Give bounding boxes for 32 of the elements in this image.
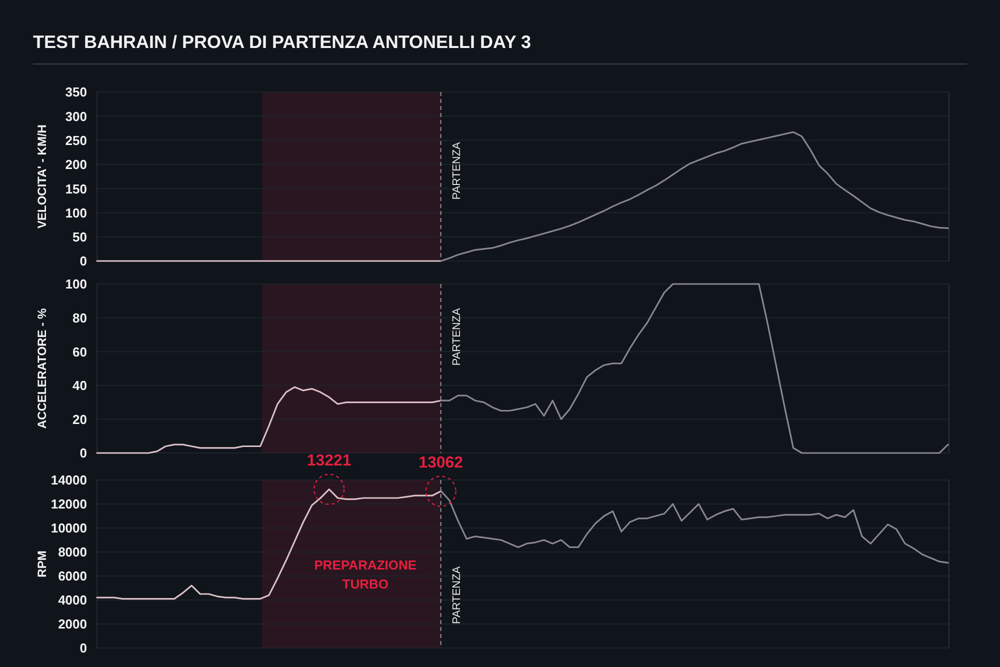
data-label: 13221 <box>306 452 352 470</box>
y-tick-label: 350 <box>65 84 87 100</box>
y-axis-title: ACCELERATORE - % <box>35 308 49 429</box>
y-axis-title: RPM <box>35 550 49 578</box>
y-tick-label: 100 <box>65 205 87 220</box>
y-tick-label: 250 <box>65 132 87 148</box>
y-tick-label: 0 <box>80 446 87 461</box>
annotation: PARTENZA <box>450 566 463 624</box>
y-tick-label: 0 <box>80 254 87 269</box>
chart-title: TEST BAHRAIN / PROVA DI PARTENZA ANTONELLI DAY 3 <box>33 32 532 52</box>
y-tick-label: 6000 <box>58 568 87 584</box>
y-tick-label: 80 <box>72 310 87 326</box>
y-tick-label: 12000 <box>50 496 87 512</box>
y-tick-label: 50 <box>72 230 87 245</box>
y-tick-label: 0 <box>80 640 87 656</box>
y-tick-label: 200 <box>65 157 87 172</box>
y-tick-label: 40 <box>72 378 87 394</box>
y-tick-label: 8000 <box>58 544 87 560</box>
y-tick-label: 14000 <box>50 472 87 488</box>
y-tick-label: 60 <box>72 344 87 360</box>
y-axis-title: VELOCITA' - KM/H <box>35 124 49 228</box>
y-tick-label: 20 <box>72 412 87 427</box>
annotation: PARTENZA <box>450 141 463 200</box>
y-tick-label: 150 <box>65 181 87 196</box>
y-tick-label: 10000 <box>50 520 87 536</box>
y-tick-label: 300 <box>65 108 87 124</box>
annotation: PARTENZA <box>450 307 463 366</box>
annotation: PREPARAZIONE TURBO <box>314 558 417 592</box>
data-label: 13062 <box>418 454 464 472</box>
y-tick-label: 100 <box>65 276 87 292</box>
y-tick-label: 2000 <box>58 616 87 632</box>
y-tick-label: 4000 <box>58 592 87 608</box>
